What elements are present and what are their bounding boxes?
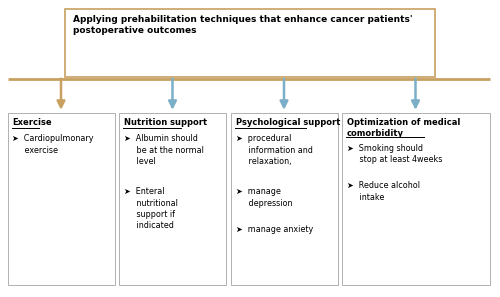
- Text: Optimization of medical
comorbidity: Optimization of medical comorbidity: [347, 118, 461, 138]
- Text: ➤  manage anxiety: ➤ manage anxiety: [236, 225, 313, 233]
- Text: Exercise: Exercise: [12, 118, 52, 127]
- FancyBboxPatch shape: [8, 113, 115, 285]
- FancyBboxPatch shape: [342, 113, 490, 285]
- Text: Psychological support: Psychological support: [236, 118, 340, 127]
- FancyBboxPatch shape: [65, 9, 435, 77]
- Text: ➤  Enteral
     nutritional
     support if
     indicated: ➤ Enteral nutritional support if indicat…: [124, 187, 178, 230]
- Text: ➤  Smoking should
     stop at least 4weeks: ➤ Smoking should stop at least 4weeks: [347, 144, 442, 164]
- Text: Nutrition support: Nutrition support: [124, 118, 207, 127]
- FancyBboxPatch shape: [230, 113, 338, 285]
- Text: ➤  manage
     depression: ➤ manage depression: [236, 187, 292, 208]
- FancyBboxPatch shape: [119, 113, 226, 285]
- Text: ➤  Reduce alcohol
     intake: ➤ Reduce alcohol intake: [347, 181, 420, 202]
- Text: ➤  procedural
     information and
     relaxation,: ➤ procedural information and relaxation,: [236, 134, 312, 166]
- Text: ➤  Cardiopulmonary
     exercise: ➤ Cardiopulmonary exercise: [12, 134, 94, 155]
- Text: ➤  Albumin should
     be at the normal
     level: ➤ Albumin should be at the normal level: [124, 134, 204, 166]
- Text: Applying prehabilitation techniques that enhance cancer patients'
postoperative : Applying prehabilitation techniques that…: [72, 15, 412, 35]
